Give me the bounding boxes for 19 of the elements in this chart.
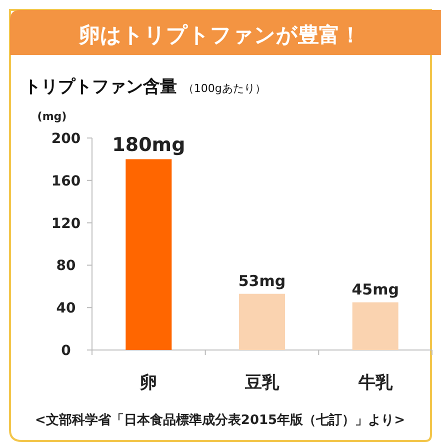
bar [126,159,172,350]
chart-title: 卵はトリプトファンが豊富！ [78,23,361,47]
x-tick-label: 卵 [139,373,158,393]
x-tick-label: 豆乳 [244,373,280,393]
y-axis-title: (mg) [37,110,67,123]
y-tick-label: 200 [51,131,81,147]
bar [239,294,285,350]
data-label: 180mg [112,134,186,156]
y-tick-label: 40 [56,300,76,317]
text: <文部科学省「日本食品標準成分表2015年版（七訂）」より> [35,412,405,428]
y-tick-label: 0 [61,343,72,359]
bar [352,302,398,350]
x-tick-label: 牛乳 [357,373,394,393]
data-label: 45mg [352,280,399,298]
y-tick-label: 120 [51,216,81,232]
chart-subtitle: トリプトファン含量 （100gあたり） [24,77,266,97]
y-tick-label: 160 [51,173,81,190]
y-tick-label: 80 [56,258,76,274]
data-label: 53mg [238,272,286,290]
